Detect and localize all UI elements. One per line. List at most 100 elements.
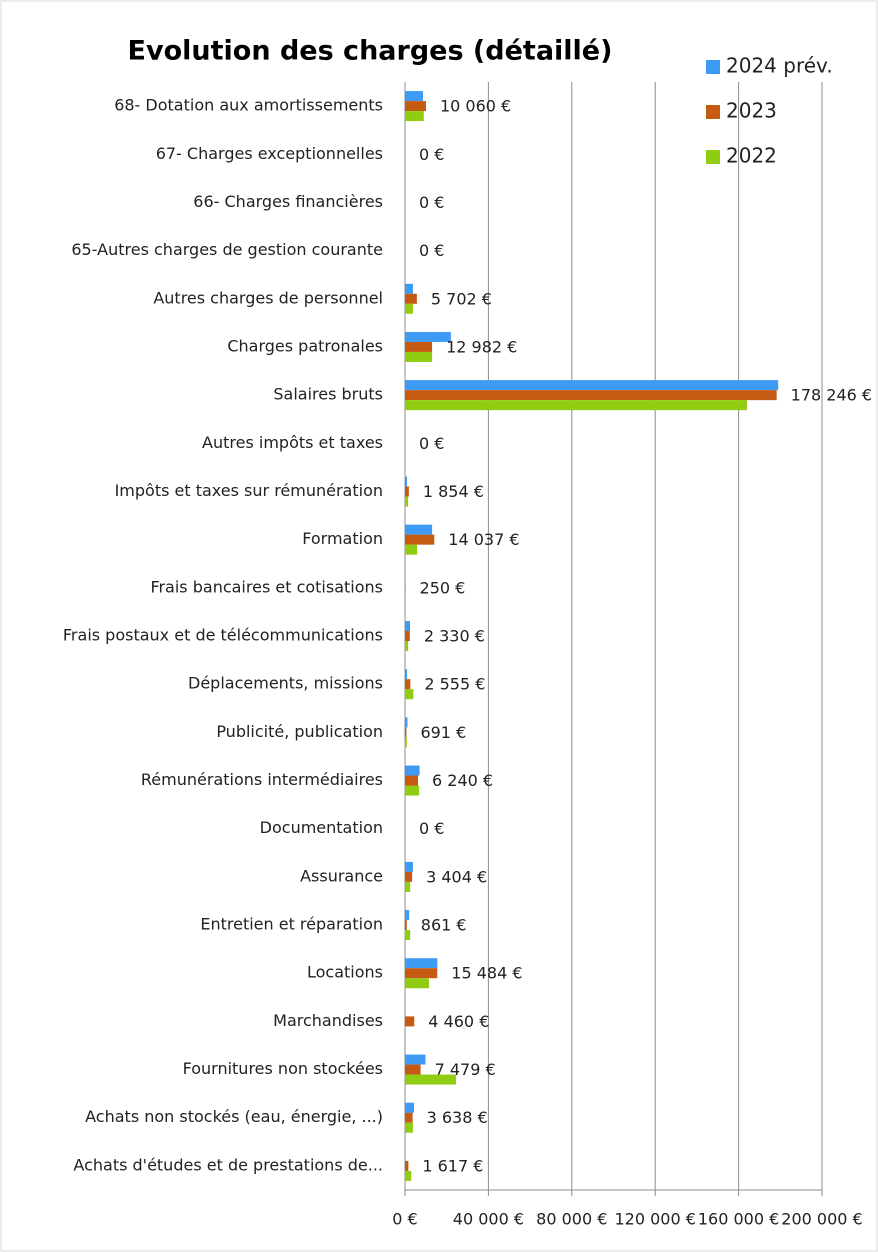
bar (405, 91, 423, 102)
bar (405, 1074, 457, 1085)
y-tick-label: Rémunérations intermédiaires (141, 770, 383, 789)
data-label: 4 460 € (428, 1012, 489, 1031)
legend-swatch (706, 60, 720, 74)
bar (405, 331, 451, 342)
bar (405, 765, 420, 776)
bar (405, 727, 407, 738)
data-label: 2 555 € (424, 675, 485, 694)
bar (405, 283, 413, 294)
bar (405, 341, 433, 352)
bar (405, 785, 420, 796)
bar (405, 1102, 414, 1113)
bar (405, 881, 411, 892)
data-label: 10 060 € (440, 97, 511, 116)
bar (405, 496, 409, 507)
bar (405, 631, 410, 641)
bar (405, 544, 418, 555)
bar (405, 978, 429, 989)
bar (405, 1054, 426, 1065)
y-tick-label: 66- Charges financières (193, 192, 383, 211)
data-label: 178 246 € (791, 386, 872, 405)
y-tick-label: Frais postaux et de télécommunications (63, 626, 383, 645)
y-tick-label: Fournitures non stockées (183, 1059, 383, 1078)
data-label: 861 € (421, 916, 467, 935)
bar (405, 400, 747, 411)
legend-swatch (706, 105, 720, 119)
data-label: 2 330 € (424, 627, 485, 646)
bar (405, 968, 438, 979)
bar (405, 641, 409, 651)
bar (405, 717, 408, 728)
data-label: 691 € (420, 723, 466, 742)
data-label: 0 € (419, 434, 444, 453)
y-tick-label: Entretien et réparation (200, 915, 383, 934)
bar (405, 910, 410, 921)
bar (405, 380, 779, 391)
bar (405, 1170, 412, 1181)
bar (405, 1122, 413, 1133)
bar (405, 486, 409, 497)
bar (405, 920, 407, 931)
bar (405, 476, 408, 487)
y-tick-label: Achats non stockés (eau, énergie, ...) (85, 1107, 383, 1126)
y-tick-label: Assurance (300, 866, 383, 885)
y-tick-label: Déplacements, missions (188, 674, 383, 693)
x-tick-label: 0 € (392, 1210, 417, 1229)
x-tick-label: 40 000 € (453, 1210, 524, 1229)
y-tick-label: Locations (307, 963, 383, 982)
bar (405, 871, 413, 882)
data-label: 1 854 € (423, 482, 484, 501)
bar (405, 1112, 413, 1123)
y-tick-label: Publicité, publication (216, 722, 383, 741)
y-tick-label: Formation (302, 529, 383, 548)
legend-swatch (706, 150, 720, 164)
bar (405, 775, 419, 786)
bar (405, 111, 424, 122)
data-label: 0 € (419, 193, 444, 212)
legend-label: 2024 prév. (726, 54, 833, 78)
bar (405, 737, 407, 748)
data-label: 0 € (419, 241, 444, 260)
y-tick-label: 67- Charges exceptionnelles (156, 144, 383, 163)
bar (405, 1160, 409, 1171)
x-tick-label: 200 000 € (781, 1210, 862, 1229)
y-tick-label: Salaires bruts (273, 385, 383, 404)
y-tick-label: Achats d'études et de prestations de... (73, 1155, 383, 1174)
bar (405, 621, 411, 631)
y-tick-label: Impôts et taxes sur rémunération (115, 481, 383, 500)
data-label: 3 638 € (427, 1108, 488, 1127)
data-label: 7 479 € (435, 1060, 496, 1079)
bar (405, 1016, 415, 1027)
bar (405, 1064, 421, 1075)
bar (405, 293, 417, 304)
data-label: 0 € (419, 145, 444, 164)
y-tick-label: Frais bancaires et cotisations (150, 577, 383, 596)
chart-title: Evolution des charges (détaillé) (128, 36, 613, 67)
data-label: 0 € (419, 819, 444, 838)
bar (405, 303, 413, 314)
bar (405, 534, 435, 545)
bar (405, 582, 406, 593)
bar (405, 101, 426, 112)
data-label: 3 404 € (426, 867, 487, 886)
bar (405, 861, 413, 872)
data-label: 1 617 € (422, 1156, 483, 1175)
x-tick-label: 120 000 € (614, 1210, 695, 1229)
y-tick-label: Autres charges de personnel (153, 288, 383, 307)
y-tick-label: 65-Autres charges de gestion courante (71, 240, 383, 259)
y-tick-label: Charges patronales (227, 336, 383, 355)
x-tick-label: 160 000 € (698, 1210, 779, 1229)
bar (405, 679, 411, 690)
bar (405, 592, 406, 603)
bar (405, 524, 433, 535)
legend-label: 2022 (726, 144, 777, 168)
data-label: 14 037 € (448, 530, 519, 549)
bar (405, 351, 433, 362)
data-label: 6 240 € (432, 771, 493, 790)
bar (405, 689, 414, 700)
bar (405, 390, 777, 401)
data-label: 250 € (420, 578, 466, 597)
data-label: 12 982 € (446, 337, 517, 356)
